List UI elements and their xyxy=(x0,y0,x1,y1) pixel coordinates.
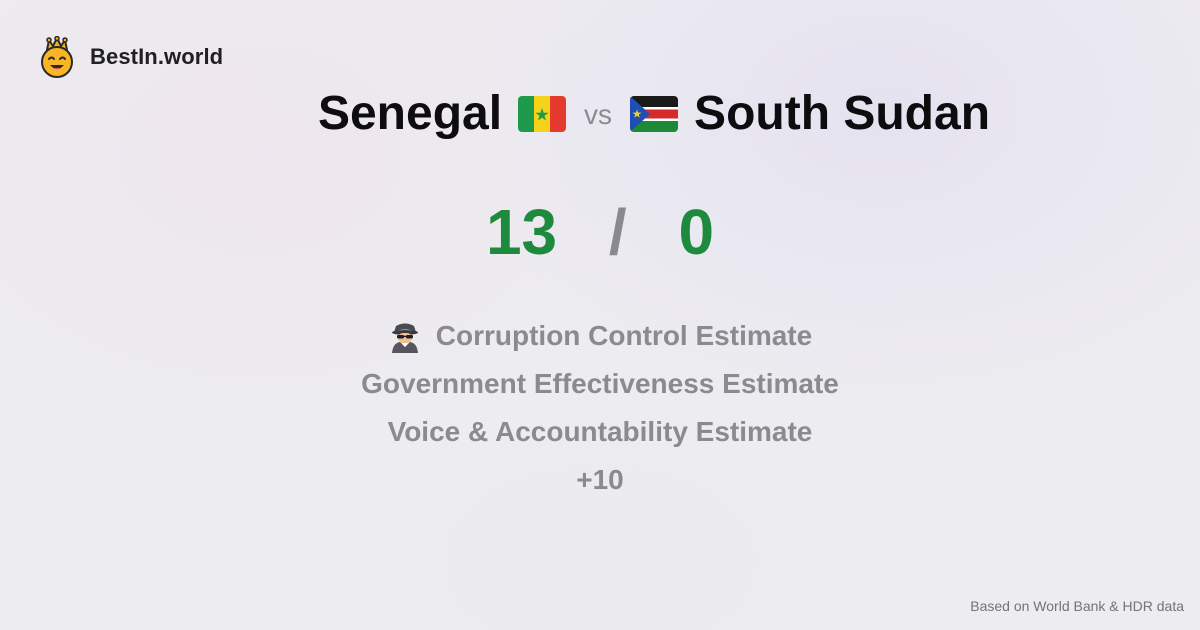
south-sudan-flag-icon xyxy=(630,95,679,132)
data-source-note: Based on World Bank & HDR data xyxy=(970,598,1184,614)
metric-government-effectiveness: Government Effectiveness Estimate xyxy=(0,360,1200,408)
metric-label: +10 xyxy=(576,464,624,495)
vs-label: vs xyxy=(584,98,613,130)
score-display: 13 / 0 xyxy=(0,196,1200,268)
brand-name: BestIn.world xyxy=(90,44,224,69)
left-country-name: Senegal xyxy=(317,87,503,140)
crowned-smiley-face-icon xyxy=(41,36,73,78)
comparison-title: Senegal vs South Sudan xyxy=(0,86,1200,141)
right-score: 0 xyxy=(678,196,715,268)
metric-label: Voice & Accountability Estimate xyxy=(387,416,813,447)
score-separator: / xyxy=(608,196,627,268)
metric-corruption-control: Corruption Control Estimate xyxy=(0,312,1200,360)
metrics-list: Corruption Control Estimate Government E… xyxy=(0,312,1200,504)
brand-header[interactable]: BestIn.world xyxy=(38,36,223,78)
left-score: 13 xyxy=(485,196,558,268)
detective-icon xyxy=(391,323,418,353)
senegal-flag-icon xyxy=(518,95,567,132)
more-metrics-count: +10 xyxy=(0,456,1200,504)
right-country-name: South Sudan xyxy=(694,87,991,140)
metric-label: Corruption Control Estimate xyxy=(435,320,813,351)
metric-label: Government Effectiveness Estimate xyxy=(361,368,839,399)
metric-voice-accountability: Voice & Accountability Estimate xyxy=(0,408,1200,456)
